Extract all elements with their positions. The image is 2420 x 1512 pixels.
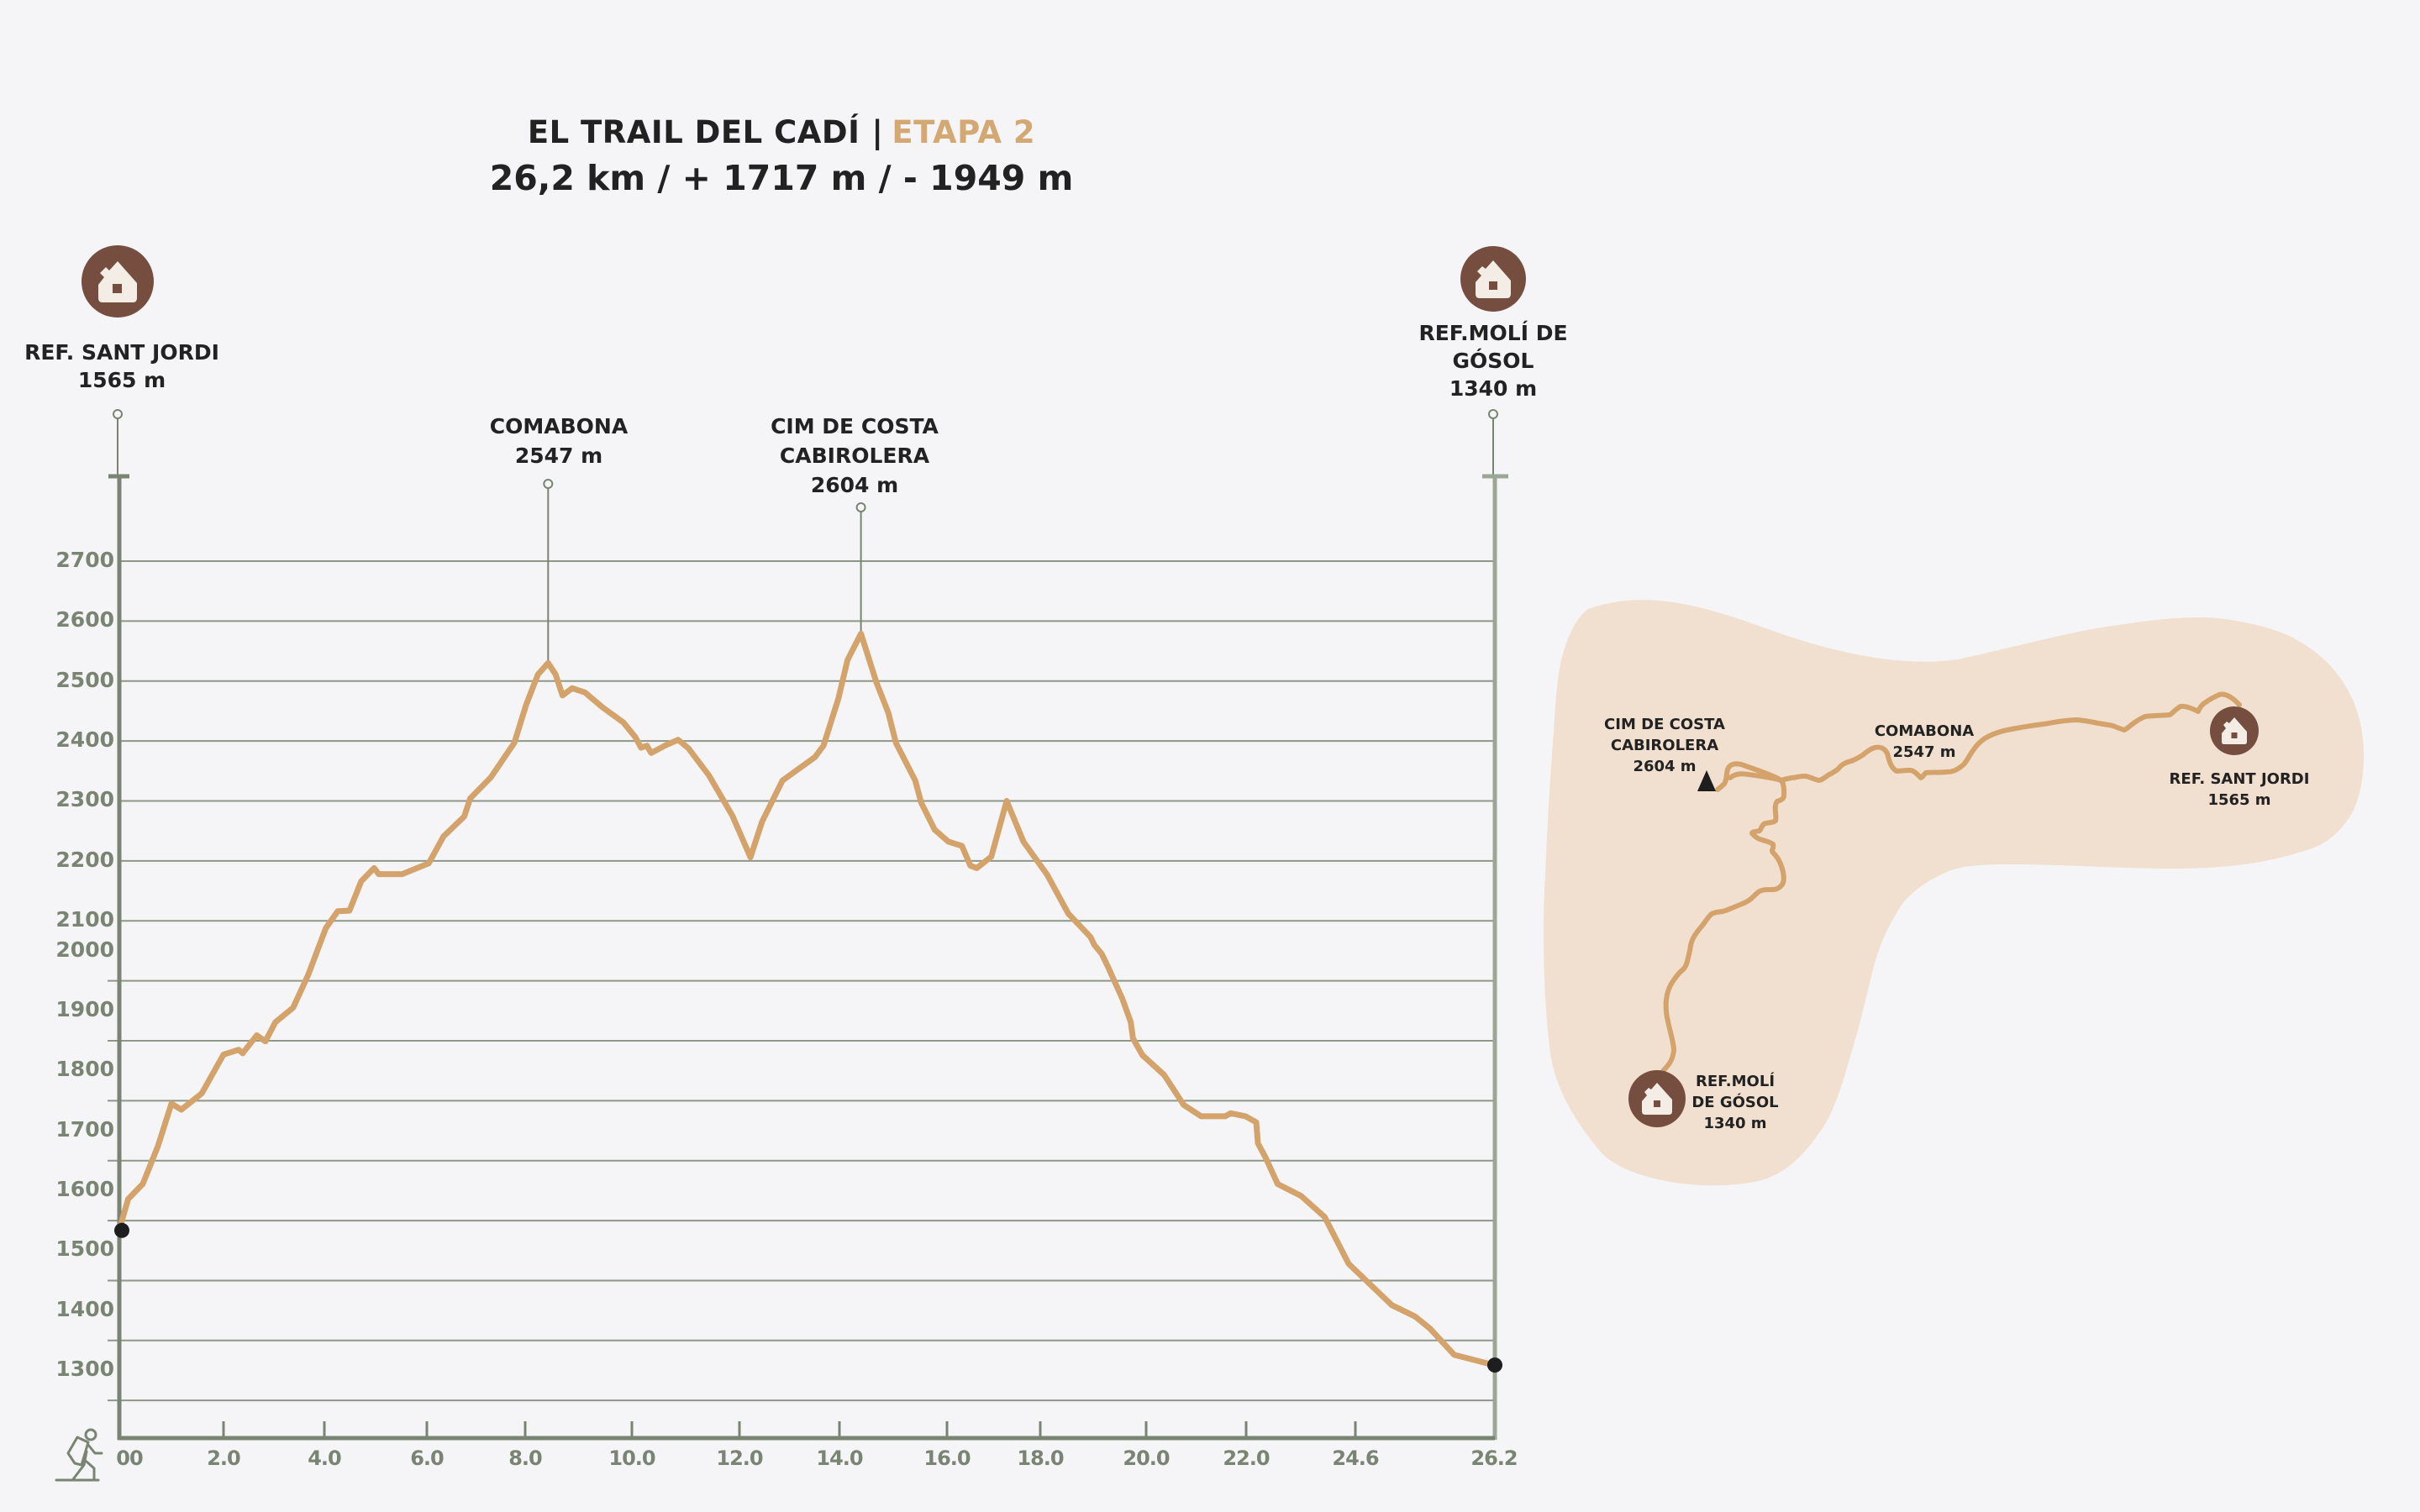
x-tick-label: 26.2	[1470, 1446, 1518, 1470]
chart-subtitle: 26,2 km / + 1717 m / - 1949 m	[489, 158, 1074, 198]
y-tick-label: 2600	[55, 607, 114, 633]
x-tick-label: 8.0	[508, 1446, 543, 1470]
map-route-loop	[1728, 771, 1784, 783]
peak-leader-lines	[543, 479, 866, 664]
x-tick-label: 16.0	[923, 1446, 971, 1470]
peak-cabirolera-label: CIM DE COSTA CABIROLERA 2604 m	[745, 412, 964, 500]
house-icon	[82, 245, 154, 318]
x-tick-label: 10.0	[608, 1446, 655, 1470]
end-refuge-name-1: REF.MOLÍ DE	[1418, 321, 1568, 345]
house-icon	[2210, 706, 2259, 755]
start-refuge-name: REF. SANT JORDI	[24, 340, 219, 365]
map-cabirolera-name-1: CIM DE COSTA	[1604, 716, 1725, 733]
x-tick-label: 00	[116, 1446, 143, 1470]
end-refuge-elevation: 1340 m	[1449, 376, 1538, 401]
x-tick-label: 22.0	[1223, 1446, 1270, 1470]
gridlines	[108, 560, 1495, 1402]
y-tick-label: 2100	[55, 907, 114, 932]
y-tick-label: 1500	[55, 1236, 114, 1262]
peak-comabona-name: COMABONA	[489, 414, 629, 438]
x-tick-label: 6.0	[410, 1446, 445, 1470]
map-start-refuge-label: REF. SANT JORDI 1565 m	[2160, 769, 2319, 811]
y-tick-label: 1600	[55, 1177, 114, 1202]
y-tick-label: 2300	[55, 787, 114, 812]
map-cabirolera-name-2: CABIROLERA	[1610, 737, 1719, 754]
chart-title: EL TRAIL DEL CADÍ | ETAPA 2	[0, 114, 1563, 150]
map-area	[1543, 600, 2365, 1186]
end-refuge-label: REF.MOLÍ DE GÓSOL 1340 m	[1376, 319, 1611, 402]
map-comabona-name: COMABONA	[1874, 722, 1975, 740]
start-leader-dot	[113, 409, 123, 419]
axes	[108, 409, 1508, 1441]
y-tick-label: 2500	[55, 667, 114, 692]
elevation-profile-line	[116, 630, 1497, 1368]
peak-comabona-elevation: 2547 m	[514, 444, 603, 468]
title-text: EL TRAIL DEL CADÍ	[527, 114, 860, 150]
y-tick-label: 1700	[55, 1116, 114, 1142]
map-peak-comabona-label: COMABONA 2547 m	[1857, 721, 1991, 763]
y-tick-label: 1900	[55, 996, 114, 1021]
y-tick-label: 1300	[55, 1357, 114, 1382]
x-tick-label: 4.0	[308, 1446, 342, 1470]
peak-leader-dot	[543, 479, 554, 489]
hiker-icon	[55, 1428, 103, 1482]
x-tick-label: 20.0	[1123, 1446, 1170, 1470]
route-map	[1543, 600, 2365, 1186]
house-icon	[1628, 1070, 1686, 1127]
map-end-elevation: 1340 m	[1703, 1115, 1767, 1132]
peak-comabona-label: COMABONA 2547 m	[458, 412, 660, 470]
end-point-marker	[1487, 1357, 1502, 1373]
map-peak-cabirolera-label: CIM DE COSTA CABIROLERA 2604 m	[1585, 714, 1744, 777]
peak-leader-dot	[855, 502, 866, 512]
peak-cabirolera-name-1: CIM DE COSTA	[771, 414, 939, 438]
map-route-line	[1715, 691, 2242, 792]
map-comabona-elevation: 2547 m	[1892, 743, 1956, 761]
y-tick-label: 1400	[55, 1296, 114, 1321]
x-tick-label: 24.6	[1332, 1446, 1379, 1470]
summit-triangle-icon	[1697, 770, 1716, 791]
x-tick-label: 2.0	[207, 1446, 241, 1470]
x-tick-label: 14.0	[816, 1446, 863, 1470]
x-tick-label: 12.0	[716, 1446, 763, 1470]
map-start-name: REF. SANT JORDI	[2169, 770, 2310, 788]
peak-cabirolera-elevation: 2604 m	[810, 473, 899, 497]
map-end-refuge-label: REF.MOLÍ DE GÓSOL 1340 m	[1685, 1071, 1786, 1134]
map-start-elevation: 1565 m	[2207, 791, 2271, 809]
x-tick-label: 18.0	[1017, 1446, 1064, 1470]
map-cabirolera-elevation: 2604 m	[1633, 758, 1697, 775]
start-refuge-elevation: 1565 m	[77, 368, 166, 392]
start-refuge-label: REF. SANT JORDI 1565 m	[0, 339, 244, 394]
map-route-descent	[1658, 778, 1787, 1077]
end-refuge-name-2: GÓSOL	[1452, 349, 1534, 373]
y-tick-label: 1800	[55, 1057, 114, 1082]
stage-label: ETAPA 2	[892, 114, 1036, 150]
y-tick-label: 2200	[55, 847, 114, 872]
end-leader-dot	[1488, 409, 1498, 419]
x-axis-ticks	[222, 1421, 1357, 1438]
map-end-name-2: DE GÓSOL	[1691, 1094, 1779, 1111]
start-point-marker	[114, 1222, 129, 1238]
house-icon	[1460, 246, 1526, 312]
title-separator: |	[871, 114, 884, 150]
peak-cabirolera-name-2: CABIROLERA	[779, 444, 930, 468]
y-tick-label: 2000	[55, 937, 114, 962]
y-tick-label: 2400	[55, 727, 114, 753]
map-end-name-1: REF.MOLÍ	[1695, 1073, 1776, 1090]
y-tick-label: 2700	[55, 548, 114, 572]
